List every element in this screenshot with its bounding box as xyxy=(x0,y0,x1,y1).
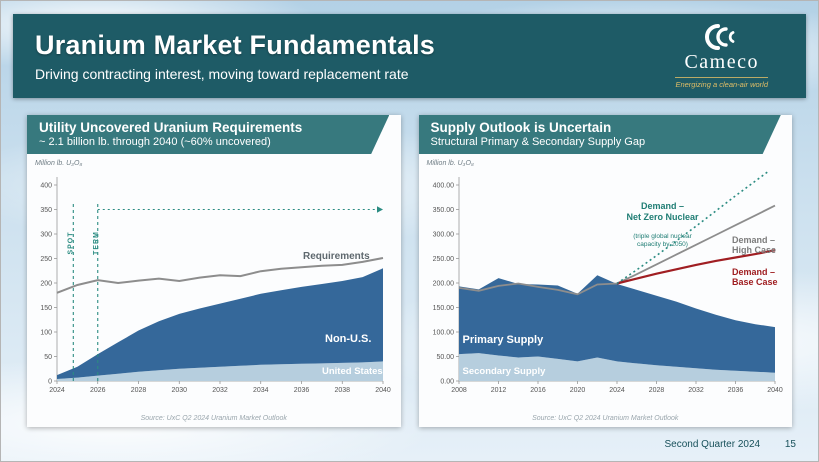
plot-area xyxy=(458,171,775,381)
header-text: Uranium Market Fundamentals Driving cont… xyxy=(35,30,435,82)
area-united-states xyxy=(57,361,383,381)
x-tick-label: 2028 xyxy=(648,387,664,394)
x-tick-label: 2024 xyxy=(609,387,625,394)
y-tick-label: 100.00 xyxy=(432,330,454,337)
cameco-logo-icon xyxy=(704,23,735,50)
plot-area xyxy=(56,257,384,381)
demand-net-zero-text: Demand – Net Zero Nuclear xyxy=(626,201,699,222)
right-chart-panel: Supply Outlook is Uncertain Structural P… xyxy=(418,115,793,427)
x-tick-label: 2036 xyxy=(727,387,743,394)
left-source-note: Source: UxC Q2 2024 Uranium Market Outlo… xyxy=(140,415,287,422)
right-chart-title: Supply Outlook is Uncertain xyxy=(430,120,612,135)
left-chart-panel: Utility Uncovered Uranium Requirements ~… xyxy=(27,115,401,427)
y-tick-label: 400.00 xyxy=(432,183,454,190)
x-tick-label: 2038 xyxy=(334,387,350,394)
x-tick-label: 2008 xyxy=(451,387,467,394)
x-tick-label: 2032 xyxy=(688,387,704,394)
x-tick-label: 2030 xyxy=(171,387,187,394)
right-chart-banner: Supply Outlook is Uncertain Structural P… xyxy=(418,115,781,154)
x-tick-label: 2040 xyxy=(375,387,391,394)
x-tick-label: 2016 xyxy=(530,387,546,394)
demand-net-zero-note: (triple global nuclear capacity by 2050) xyxy=(633,233,692,249)
x-tick-label: 2012 xyxy=(490,387,506,394)
logo-tagline: Energizing a clean-air world xyxy=(675,76,768,89)
right-chart-area: 0.00 50.00 100.00 150.00 200.00 250.00 300.00 3… xyxy=(419,171,793,401)
x-tick-label: 2020 xyxy=(569,387,585,394)
page-title: Uranium Market Fundamentals xyxy=(35,30,435,60)
y-tick-label: 250.00 xyxy=(432,256,454,263)
primary-supply-label: Primary Supply xyxy=(462,334,544,346)
demand-base-case-label: Demand – Base Case xyxy=(732,267,778,288)
area-primary-supply xyxy=(458,275,775,373)
x-tick-label: 2032 xyxy=(212,387,228,394)
right-chart: 0.00 50.00 100.00 150.00 200.00 250.00 300.00 3… xyxy=(432,171,783,394)
right-chart-ylabel: Million lb. U₃O₈ xyxy=(426,160,474,167)
x-tick-label: 2024 xyxy=(49,387,65,394)
horizon-arrowhead xyxy=(377,206,383,213)
x-tick-label: 2040 xyxy=(767,387,783,394)
y-tick-label: 200.00 xyxy=(432,281,454,288)
x-tick-label: 2036 xyxy=(294,387,310,394)
united-states-label: United States xyxy=(322,366,383,377)
area-secondary-supply xyxy=(458,353,775,381)
y-tick-label: 400 xyxy=(40,183,52,190)
x-tick-label: 2028 xyxy=(131,387,147,394)
left-chart: 0 50 100 150 200 250 300 350 400 2024 2026 2028 2030… xyxy=(40,177,391,394)
demand-high-case-label: Demand – High Case xyxy=(732,235,777,256)
y-tick-label: 250 xyxy=(40,256,52,263)
term-label: TERM xyxy=(92,231,100,255)
y-tick-label: 150 xyxy=(40,305,52,312)
non-us-label: Non-U.S. xyxy=(325,333,372,345)
left-chart-title: Utility Uncovered Uranium Requirements xyxy=(39,120,303,135)
page-subtitle: Driving contracting interest, moving tow… xyxy=(35,66,409,82)
right-chart-subtitle: Structural Primary & Secondary Supply Ga… xyxy=(430,136,646,148)
logo-wordmark: Cameco xyxy=(684,50,759,73)
y-tick-label: 300 xyxy=(40,232,52,239)
left-chart-area: 0 50 100 150 200 250 300 350 400 2024 2026 2028 2030… xyxy=(27,171,401,401)
y-tick-label: 50.00 xyxy=(436,354,454,361)
spot-label: SPOT xyxy=(67,231,75,255)
chart-panels: Utility Uncovered Uranium Requirements ~… xyxy=(27,115,792,427)
y-tick-label: 0 xyxy=(48,379,52,386)
y-tick-label: 200 xyxy=(40,281,52,288)
requirements-label: Requirements xyxy=(303,251,370,262)
slide-footer: Second Quarter 2024 15 xyxy=(664,439,796,450)
line-demand-base-case xyxy=(616,249,775,285)
y-tick-label: 150.00 xyxy=(432,305,454,312)
area-non-u-s xyxy=(57,268,383,379)
demand-net-zero-label: Demand – Net Zero Nuclear (triple global… xyxy=(607,191,719,259)
x-tick-label: 2034 xyxy=(253,387,269,394)
right-source-note: Source: UxC Q2 2024 Uranium Market Outlo… xyxy=(532,415,679,422)
y-tick-label: 100 xyxy=(40,330,52,337)
footer-quarter-label: Second Quarter 2024 xyxy=(664,439,761,450)
line-requirements xyxy=(56,257,384,294)
left-chart-banner: Utility Uncovered Uranium Requirements ~… xyxy=(27,115,390,154)
y-tick-label: 50 xyxy=(44,354,52,361)
header-band: Uranium Market Fundamentals Driving cont… xyxy=(13,14,806,98)
y-tick-label: 350 xyxy=(40,207,52,214)
x-tick-label: 2026 xyxy=(90,387,106,394)
y-tick-label: 350.00 xyxy=(432,207,454,214)
page-number: 15 xyxy=(784,439,796,450)
y-tick-label: 0.00 xyxy=(440,379,454,386)
left-chart-ylabel: Million lb. U₃O₈ xyxy=(35,160,83,167)
y-tick-label: 300.00 xyxy=(432,232,454,239)
left-chart-subtitle: ~ 2.1 billion lb. through 2040 (~60% unc… xyxy=(39,136,271,148)
cameco-logo: Cameco Energizing a clean-air world xyxy=(675,23,790,89)
secondary-supply-label: Secondary Supply xyxy=(462,366,546,377)
